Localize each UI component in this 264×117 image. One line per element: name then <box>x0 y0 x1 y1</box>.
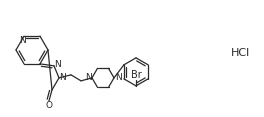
Text: Br: Br <box>131 70 142 80</box>
Text: HCl: HCl <box>230 48 250 58</box>
Text: N: N <box>54 60 61 69</box>
Text: N: N <box>115 73 121 82</box>
Text: N: N <box>85 73 91 82</box>
Text: N: N <box>20 36 26 45</box>
Text: N: N <box>60 73 66 82</box>
Text: O: O <box>45 101 53 110</box>
